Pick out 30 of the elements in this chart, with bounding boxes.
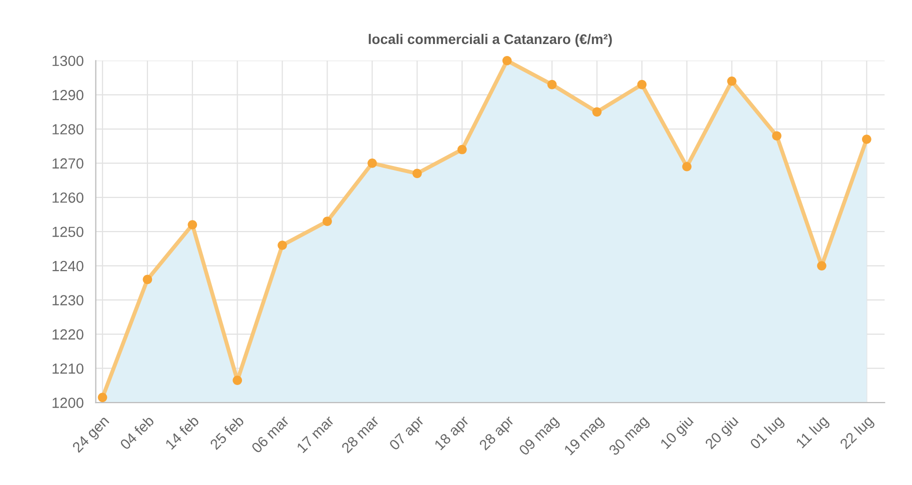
x-tick-label: 06 mar <box>250 414 290 454</box>
x-tick-label: 18 apr <box>434 414 472 452</box>
x-tick-label: 28 mar <box>340 414 380 454</box>
x-tick-label: 19 mag <box>564 415 606 458</box>
y-tick-label: 1260 <box>52 192 84 203</box>
x-tick-label: 24 gen <box>72 415 112 455</box>
x-tick-label: 01 lug <box>749 415 786 452</box>
x-tick-label: 30 mag <box>608 415 651 458</box>
y-tick-label: 1290 <box>52 90 84 100</box>
x-tick-label: 14 feb <box>164 414 200 450</box>
y-tick-label: 1270 <box>52 158 84 169</box>
x-tick-label: 28 apr <box>478 414 516 453</box>
y-tick-label: 1210 <box>52 363 84 374</box>
x-tick-label: 07 apr <box>388 414 427 453</box>
x-tick-label: 22 lug <box>839 415 876 452</box>
y-tick-label: 1200 <box>52 398 84 408</box>
x-tick-label: 09 mag <box>518 415 561 458</box>
y-tick-label: 1220 <box>52 329 84 340</box>
x-tick-label: 17 mar <box>296 414 335 454</box>
x-tick-label: 25 feb <box>209 414 244 450</box>
y-tick-label: 1250 <box>52 226 84 238</box>
x-tick-label: 11 lug <box>795 415 831 451</box>
x-tick-label: 20 giu <box>704 415 741 452</box>
chart-title: locali commerciali a Catanzaro (€/m²) <box>368 34 612 47</box>
x-tick-label: 10 giu <box>660 415 696 452</box>
y-tick-label: 1280 <box>52 124 84 134</box>
y-tick-label: 1240 <box>52 260 84 272</box>
x-tick-label: 04 feb <box>119 414 155 450</box>
y-tick-label: 1230 <box>52 295 84 306</box>
y-tick-label: 1300 <box>52 56 84 66</box>
